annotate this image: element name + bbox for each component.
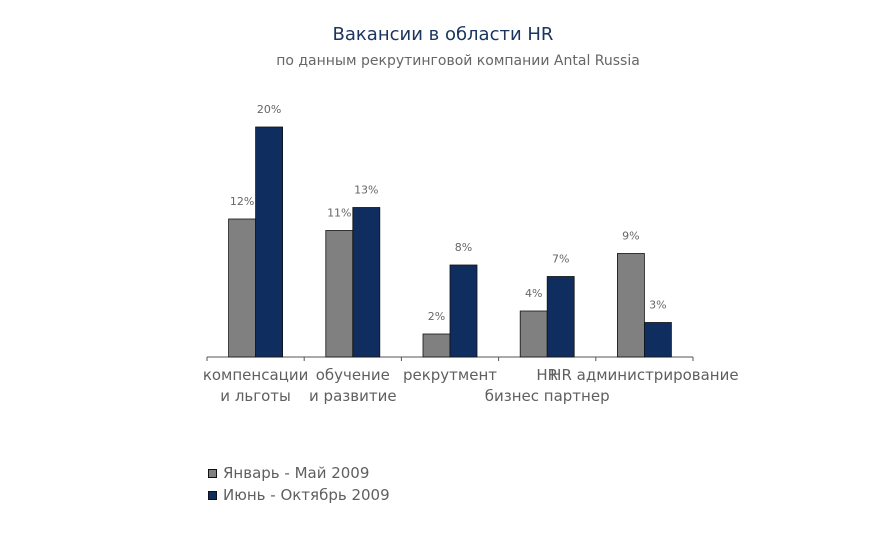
- data-label-series-1-5: 9%: [622, 230, 639, 243]
- legend-swatch-series-2: [208, 490, 217, 500]
- chart-title: Вакансии в области HR: [332, 24, 554, 45]
- legend-swatch-series-1: [208, 468, 217, 478]
- data-label-series-1-3: 2%: [428, 310, 445, 323]
- bar-chart: 12% 20% компенсации и льготы 11%13% обучение и…: [203, 103, 739, 405]
- bar-series-1-3: [422, 333, 451, 358]
- legend-item-series-1: Январь - Май 2009: [208, 462, 390, 484]
- bar-series-2-2: [352, 207, 381, 358]
- bar-series-1-5: [617, 253, 645, 358]
- category-label-5: HR администрирование: [550, 366, 738, 384]
- data-label-series-1-2: 11%: [327, 207, 351, 220]
- legend-item-series-2: Июнь - Октябрь 2009: [208, 484, 390, 506]
- bar-series-2-5: [644, 322, 672, 358]
- data-label-series-2-5: 3%: [649, 299, 666, 312]
- data-label-series-2-2: 13%: [354, 184, 378, 197]
- legend: Январь - Май 2009 Июнь - Октябрь 2009: [208, 462, 390, 506]
- bar-series-2-1: [255, 126, 284, 358]
- bar-series-1-2: [325, 230, 354, 358]
- data-label-series-2-3: 8%: [455, 241, 472, 254]
- bar-series-1-1: [228, 218, 257, 358]
- category-label-2: и развитие: [309, 387, 397, 405]
- data-label-series-2-1: 20%: [257, 103, 281, 116]
- data-label-series-1-4: 4%: [525, 287, 542, 300]
- data-label-series-2-4: 7%: [552, 253, 569, 266]
- bar-series-1-4: [519, 310, 548, 358]
- chart-subtitle: по данным рекрутинговой компании Antal R…: [276, 53, 640, 69]
- bar-series-2-3: [449, 264, 478, 358]
- data-label-series-1-1: 12%: [230, 195, 254, 208]
- category-label-4: бизнес партнер: [485, 387, 610, 405]
- legend-label-series-2: Июнь - Октябрь 2009: [223, 486, 390, 504]
- legend-label-series-1: Январь - Май 2009: [223, 464, 370, 482]
- category-label-1: и льготы: [220, 387, 291, 405]
- category-label-3: рекрутмент: [403, 366, 497, 384]
- category-label-2: обучение: [316, 366, 390, 384]
- category-label-4: HR: [536, 366, 558, 384]
- bar-series-2-4: [546, 276, 575, 358]
- category-label-1: компенсации: [203, 366, 309, 384]
